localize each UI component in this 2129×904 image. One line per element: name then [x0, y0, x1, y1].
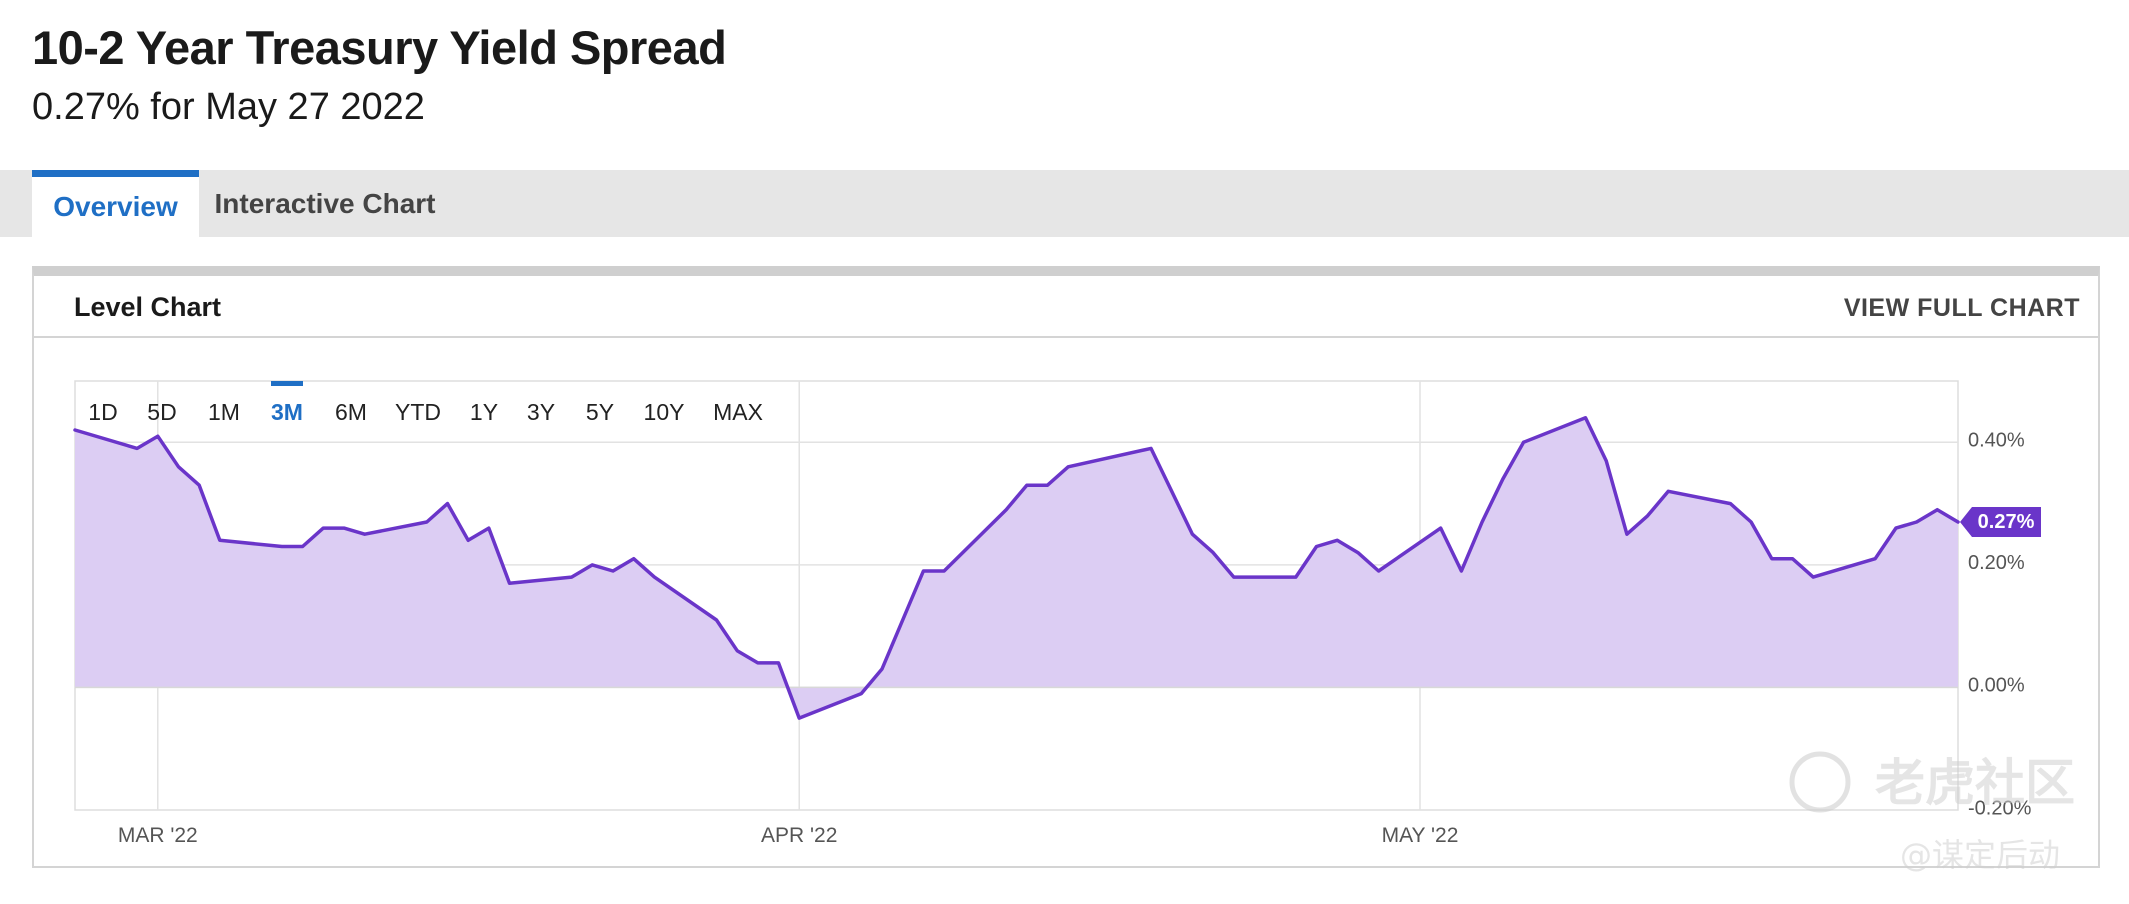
y-tick-label: 0.00%: [1968, 675, 2025, 697]
watermark-brand: 老虎社区: [1875, 754, 2075, 812]
y-tick-label: 0.40%: [1968, 430, 2025, 452]
tab-overview[interactable]: Overview: [32, 170, 199, 237]
y-tick-label: -0.20%: [1968, 797, 2032, 819]
tab-interactive-chart[interactable]: Interactive Chart: [214, 187, 436, 219]
range-button-max[interactable]: MAX: [713, 399, 763, 425]
range-button-6m[interactable]: 6M: [335, 399, 367, 425]
watermark: 老虎社区 @谋定后动: [1789, 751, 2075, 874]
watermark-logo-icon: [1789, 751, 1851, 813]
range-button-1d[interactable]: 1D: [88, 399, 117, 425]
range-button-3m[interactable]: 3M: [271, 399, 303, 425]
card-title: Level Chart: [74, 292, 222, 322]
range-selected-indicator: [271, 381, 303, 386]
last-value-badge: [1960, 506, 2041, 537]
range-button-3y[interactable]: 3Y: [527, 399, 555, 425]
range-button-5d[interactable]: 5D: [147, 399, 176, 425]
tab-bar: Overview Interactive Chart: [0, 170, 2129, 237]
range-button-10y[interactable]: 10Y: [644, 399, 685, 425]
card-header: Level Chart VIEW FULL CHART: [34, 276, 2098, 338]
x-tick-label: MAY '22: [1382, 824, 1459, 847]
range-button-5y[interactable]: 5Y: [586, 399, 614, 425]
y-tick-label: 0.20%: [1968, 552, 2025, 574]
last-value-label: 0.27%: [1978, 511, 2035, 533]
x-tick-label: MAR '22: [118, 824, 198, 847]
range-button-ytd[interactable]: YTD: [395, 399, 441, 425]
x-tick-label: APR '22: [761, 824, 837, 847]
page-title: 10-2 Year Treasury Yield Spread: [32, 21, 727, 74]
view-full-chart-link[interactable]: VIEW FULL CHART: [1843, 294, 2080, 322]
series-area: [75, 417, 1958, 719]
range-button-1y[interactable]: 1Y: [470, 399, 498, 425]
page-subtitle: 0.27% for May 27 2022: [32, 86, 425, 128]
series-line: [73, 416, 1960, 720]
watermark-handle: @谋定后动: [1900, 836, 2060, 874]
range-button-1m[interactable]: 1M: [208, 399, 240, 425]
